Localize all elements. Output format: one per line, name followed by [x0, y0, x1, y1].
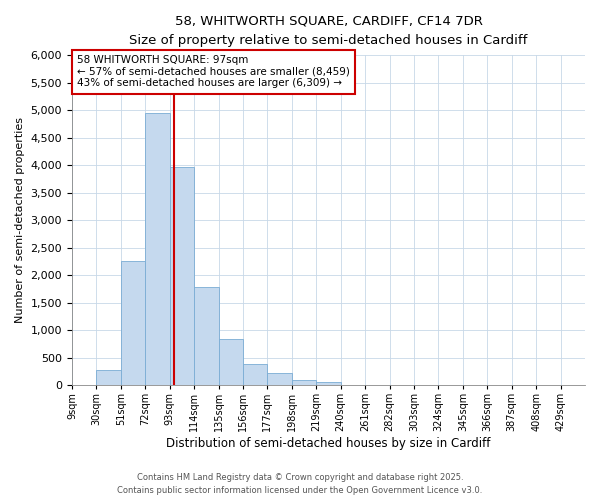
Bar [316, 382, 341, 385]
Bar [268, 373, 292, 385]
Bar [194, 286, 218, 385]
X-axis label: Distribution of semi-detached houses by size in Cardiff: Distribution of semi-detached houses by … [166, 437, 491, 450]
Text: Contains HM Land Registry data © Crown copyright and database right 2025.
Contai: Contains HM Land Registry data © Crown c… [118, 474, 482, 495]
Bar [145, 113, 170, 385]
Title: 58, WHITWORTH SQUARE, CARDIFF, CF14 7DR
Size of property relative to semi-detach: 58, WHITWORTH SQUARE, CARDIFF, CF14 7DR … [129, 15, 527, 47]
Bar [243, 364, 268, 385]
Bar [97, 370, 121, 385]
Bar [170, 167, 194, 385]
Bar [121, 261, 145, 385]
Bar [292, 380, 316, 385]
Text: 58 WHITWORTH SQUARE: 97sqm
← 57% of semi-detached houses are smaller (8,459)
43%: 58 WHITWORTH SQUARE: 97sqm ← 57% of semi… [77, 55, 350, 88]
Bar [218, 339, 243, 385]
Y-axis label: Number of semi-detached properties: Number of semi-detached properties [15, 117, 25, 323]
